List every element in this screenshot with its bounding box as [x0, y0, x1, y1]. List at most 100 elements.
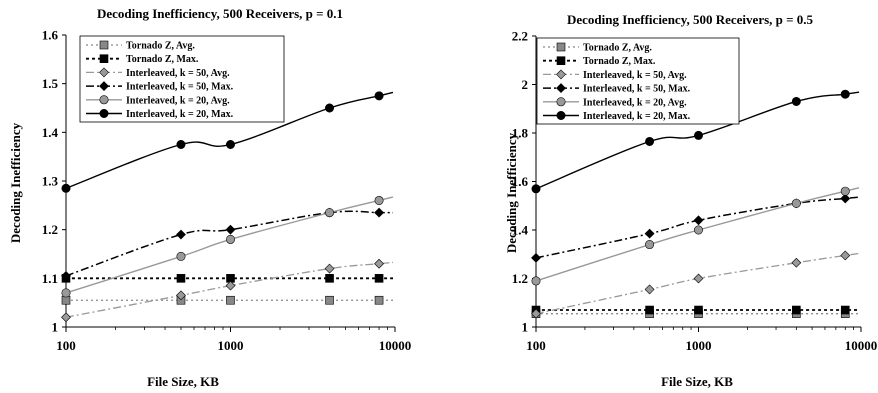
data-point	[840, 89, 850, 99]
plot-area: 1 1.1 1.2 1.3 1.4 1.5 1.6 100 1000 10000 Tornado Z…	[42, 28, 412, 354]
legend-label: Interleaved, k = 50, Avg.	[583, 70, 687, 81]
data-point	[61, 295, 71, 305]
legend-marker	[556, 83, 566, 94]
legend-marker	[556, 97, 566, 107]
data-point	[791, 96, 801, 106]
y-axis-label: Decoding Inefficiency	[504, 132, 519, 253]
data-point	[226, 234, 236, 244]
data-point	[61, 312, 71, 323]
legend-label: Tornado Z, Max.	[126, 54, 199, 65]
legend-label: Interleaved, k = 20, Avg.	[583, 97, 687, 108]
data-point	[176, 251, 186, 261]
data-point	[840, 193, 851, 204]
y-tick-label: 1.6	[512, 174, 529, 189]
data-point	[645, 305, 654, 315]
data-point	[176, 140, 186, 150]
data-point	[325, 295, 334, 305]
data-point	[531, 184, 541, 194]
x-tick-label: 10000	[379, 338, 412, 353]
legend-marker	[556, 56, 566, 66]
data-point	[531, 276, 541, 286]
data-point	[176, 290, 186, 301]
legend-label: Interleaved, k = 20, Max.	[583, 111, 691, 122]
legend-marker	[556, 69, 566, 80]
legend-marker	[556, 42, 566, 52]
data-point	[693, 215, 704, 226]
data-point	[325, 208, 335, 218]
y-tick-label: 1.2	[512, 271, 528, 286]
y-tick-label: 1.3	[42, 174, 59, 189]
legend-label: Interleaved, k = 20, Max.	[126, 109, 234, 120]
chart-title: Decoding Inefficiency, 500 Receivers, p …	[567, 12, 814, 27]
legend-marker	[556, 111, 566, 121]
legend-marker	[99, 40, 109, 50]
y-tick-label: 1.1	[42, 271, 58, 286]
y-tick-label: 2	[522, 77, 529, 92]
data-point	[374, 295, 384, 305]
y-tick-label: 1.8	[512, 126, 529, 141]
data-point	[325, 274, 334, 283]
data-point	[176, 229, 186, 240]
legend-marker	[99, 81, 109, 92]
data-point	[840, 250, 851, 261]
data-point	[374, 91, 384, 101]
chart-panel-p01: Decoding Inefficiency, 500 Receivers, p …	[8, 6, 411, 389]
y-tick-label: 1.2	[42, 222, 58, 237]
y-tick-label: 2.2	[512, 29, 528, 44]
legend-marker	[99, 95, 109, 105]
legend-label: Interleaved, k = 20, Avg.	[126, 95, 230, 106]
legend-marker	[99, 54, 109, 64]
series-line	[535, 252, 860, 315]
data-point	[176, 274, 186, 283]
y-tick-label: 1.4	[42, 125, 59, 140]
y-axis-label: Decoding Inefficiency	[8, 122, 23, 243]
data-point	[374, 195, 384, 205]
data-point	[61, 270, 71, 281]
data-point	[226, 140, 236, 150]
legend-label: Tornado Z, Avg.	[583, 43, 652, 54]
chart-panel-p05: Decoding Inefficiency, 500 Receivers, p …	[504, 12, 877, 389]
data-point	[693, 130, 703, 140]
x-tick-label: 10000	[845, 338, 878, 353]
plot-area: 1 1.2 1.4 1.6 1.8 2 2.2 100 1000 10000 Tornado Z, …	[512, 29, 878, 354]
y-tick-label: 1.5	[42, 76, 59, 91]
data-point	[693, 273, 704, 284]
data-point	[225, 280, 236, 291]
data-point	[645, 136, 655, 146]
y-tick-label: 1	[52, 320, 59, 335]
data-point	[694, 305, 703, 315]
data-point	[531, 252, 541, 263]
legend-label: Interleaved, k = 50, Max.	[126, 82, 234, 93]
legend-box	[536, 37, 740, 125]
data-point	[374, 207, 384, 218]
data-point	[226, 295, 235, 305]
chart-title: Decoding Inefficiency, 500 Receivers, p …	[97, 6, 343, 21]
data-point	[325, 103, 335, 113]
legend-marker	[99, 109, 109, 119]
data-point	[644, 284, 655, 295]
legend-label: Interleaved, k = 50, Max.	[583, 84, 691, 95]
y-tick-label: 1.4	[512, 223, 529, 238]
legend-box	[79, 35, 285, 123]
y-tick-label: 1.6	[42, 28, 59, 43]
legend-label: Tornado Z, Avg.	[126, 41, 195, 52]
x-tick-label: 100	[526, 338, 546, 353]
data-point	[374, 258, 384, 269]
legend-marker	[99, 67, 109, 78]
data-point	[791, 198, 801, 208]
x-axis-label: File Size, KB	[147, 374, 219, 389]
data-point	[61, 183, 71, 193]
x-tick-label: 1000	[218, 338, 244, 353]
y-tick-label: 1	[522, 320, 529, 335]
data-point	[374, 274, 384, 283]
data-point	[61, 288, 71, 298]
data-point	[324, 263, 335, 274]
data-point	[840, 186, 850, 196]
series-line	[65, 261, 394, 318]
legend-label: Interleaved, k = 50, Avg.	[126, 68, 230, 79]
data-point	[792, 305, 801, 315]
x-tick-label: 1000	[686, 338, 712, 353]
data-point	[693, 225, 703, 235]
x-tick-label: 100	[56, 338, 76, 353]
